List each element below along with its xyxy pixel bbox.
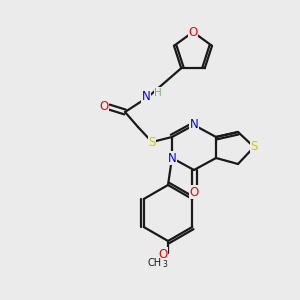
Text: N: N xyxy=(142,91,150,103)
Text: O: O xyxy=(189,185,199,199)
Text: N: N xyxy=(190,118,198,131)
Text: CH: CH xyxy=(148,258,162,268)
Text: 3: 3 xyxy=(163,260,167,269)
Text: O: O xyxy=(158,248,168,260)
Text: N: N xyxy=(168,152,176,164)
Text: S: S xyxy=(148,136,156,148)
Text: O: O xyxy=(188,26,198,38)
Text: H: H xyxy=(154,88,162,98)
Text: O: O xyxy=(99,100,109,113)
Text: S: S xyxy=(250,140,258,154)
